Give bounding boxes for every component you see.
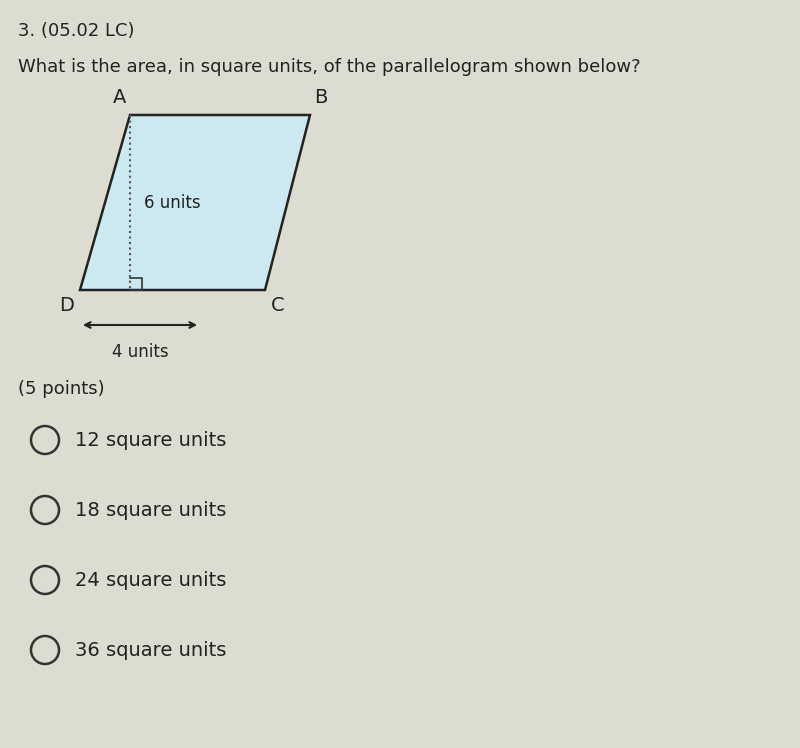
Text: 36 square units: 36 square units [75,640,226,660]
Text: What is the area, in square units, of the parallelogram shown below?: What is the area, in square units, of th… [18,58,641,76]
Text: 4 units: 4 units [112,343,168,361]
Polygon shape [80,115,310,290]
Text: A: A [113,88,126,107]
Text: 6 units: 6 units [144,194,201,212]
Text: 24 square units: 24 square units [75,571,226,589]
Text: 3. (05.02 LC): 3. (05.02 LC) [18,22,134,40]
Text: 12 square units: 12 square units [75,431,226,450]
Text: C: C [271,296,285,315]
Text: 18 square units: 18 square units [75,500,226,520]
Text: B: B [314,88,327,107]
Text: (5 points): (5 points) [18,380,105,398]
Text: D: D [59,296,74,315]
